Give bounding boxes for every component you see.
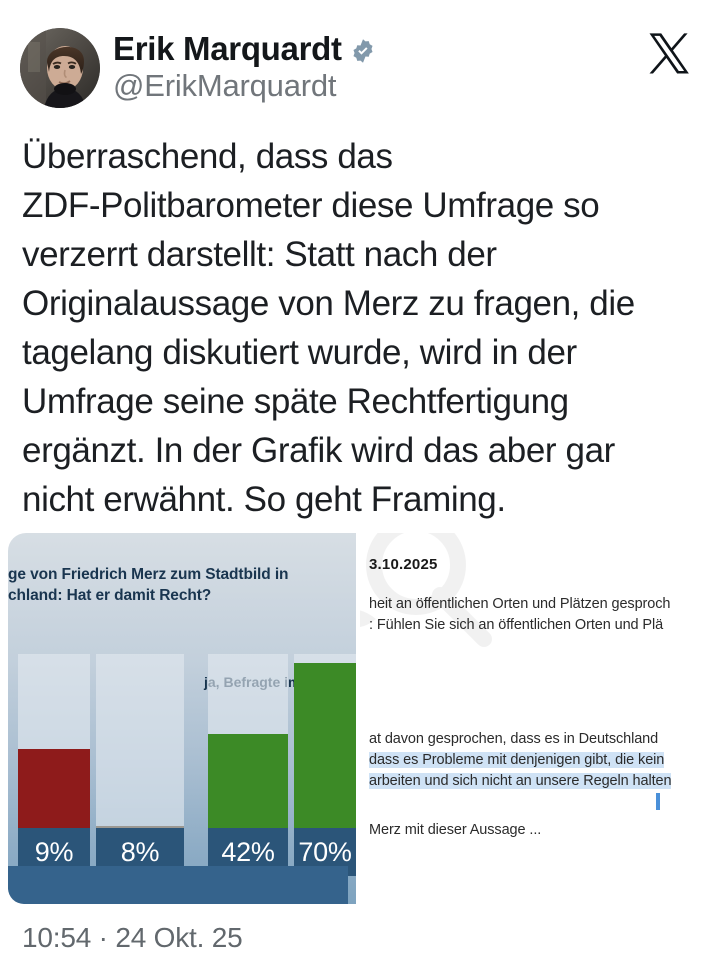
- document-line-5-highlighted: arbeiten und sich nicht an unsere Regeln…: [369, 773, 672, 789]
- chart-title-line2: chland: Hat er damit Recht?: [8, 587, 212, 604]
- bar-fill-nein: [18, 749, 90, 841]
- chart-title-line1: ge von Friedrich Merz zum Stadtbild in: [8, 566, 289, 583]
- chart-plot-area: [8, 654, 356, 841]
- display-name-row: Erik Marquardt: [113, 28, 376, 70]
- display-name[interactable]: Erik Marquardt: [113, 30, 342, 67]
- document-line-4-highlighted: dass es Probleme mit denjenigen gibt, di…: [369, 752, 665, 768]
- text-caret: [656, 793, 660, 810]
- bar-column-nein: [18, 654, 90, 841]
- tweet-header: Erik Marquardt @ErikMarquardt: [0, 0, 715, 125]
- x-logo-icon[interactable]: [645, 30, 693, 78]
- bar-column-35-plus: [294, 654, 356, 841]
- watermark-graphic: [360, 533, 580, 689]
- tweet-media[interactable]: ge von Friedrich Merz zum Stadtbild in c…: [8, 533, 707, 904]
- document-line-3: at davon gesprochen, dass es in Deutschl…: [369, 731, 659, 747]
- document-date: 3.10.2025: [369, 556, 438, 573]
- avatar[interactable]: [20, 28, 100, 108]
- avatar-photo: [20, 28, 100, 108]
- bar-column-18-34: [208, 654, 288, 841]
- chart-footer-bar: [8, 866, 348, 904]
- bar-column-weiss-nicht: [96, 654, 184, 841]
- user-handle[interactable]: @ErikMarquardt: [113, 68, 337, 103]
- tweet-body-text: Überraschend, dass das ZDF-Politbaromete…: [22, 137, 635, 519]
- document-line-2: : Fühlen Sie sich an öffentlichen Orten …: [369, 617, 664, 633]
- bar-fill-35-plus: [294, 663, 356, 841]
- bar-group-gap: [184, 654, 208, 841]
- document-line-6: Merz mit dieser Aussage ...: [369, 822, 542, 838]
- verified-badge-icon: [353, 39, 373, 63]
- bar-track: [208, 654, 288, 841]
- document-line-1: heit an öffentlichen Orten und Plätzen g…: [369, 596, 671, 612]
- zdf-politbarometer-chart[interactable]: ge von Friedrich Merz zum Stadtbild in c…: [8, 533, 356, 904]
- chart-left-gutter: [8, 654, 18, 841]
- tweet-timestamp: 10:54 · 24 Okt. 25: [22, 922, 243, 953]
- bar-fill-18-34: [208, 734, 288, 841]
- bar-track: [18, 654, 90, 841]
- name-block: Erik Marquardt @ErikMarquardt: [113, 28, 376, 104]
- politbarometer-question-document[interactable]: 3.10.2025 heit an öffentlichen Orten und…: [360, 533, 707, 904]
- bar-track: [294, 654, 356, 841]
- bar-track: [96, 654, 184, 841]
- chart-title: ge von Friedrich Merz zum Stadtbild in c…: [8, 564, 356, 606]
